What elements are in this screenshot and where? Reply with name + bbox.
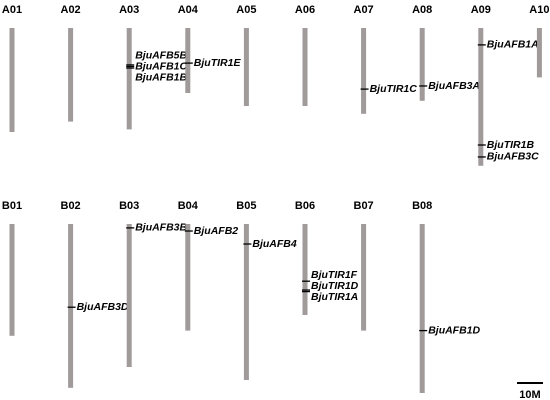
chromosome [126, 224, 132, 367]
gene-label: BjuAFB1A [487, 39, 539, 51]
chromosome-label: B06 [295, 200, 315, 212]
gene-label: BjuAFB3A [428, 80, 480, 92]
chromosome [9, 28, 15, 132]
chromosome-label: A08 [412, 4, 432, 16]
chromosome-label: B07 [354, 200, 374, 212]
chromosome-label: A10 [529, 4, 549, 16]
chromosome [361, 28, 367, 114]
gene-label: BjuAFB3D [77, 301, 129, 313]
chromosome-label: B05 [236, 200, 256, 212]
chromosome-label: A01 [2, 4, 22, 16]
chromosome [302, 28, 308, 106]
chromosome [302, 224, 308, 315]
chromosome [243, 224, 249, 380]
chromosome-label: A05 [236, 4, 256, 16]
chromosome [185, 224, 191, 331]
chromosome-label: B01 [2, 200, 22, 212]
gene-label: BjuTIR1C [370, 83, 418, 95]
chromosome-label: B08 [412, 200, 432, 212]
chromosome [68, 224, 74, 388]
gene-label: BjuTIR1A [311, 291, 358, 303]
chromosome-label: B03 [119, 200, 139, 212]
chromosome [243, 28, 249, 106]
chromosome-label: A09 [471, 4, 491, 16]
gene-label: BjuTIR1B [487, 139, 535, 151]
scale-label: 10M [519, 389, 540, 400]
chromosome-label: A03 [119, 4, 139, 16]
chromosome-label: A06 [295, 4, 315, 16]
gene-label: BjuTIR1F [311, 269, 358, 281]
chromosome [9, 224, 15, 336]
gene-label: BjuTIR1D [311, 280, 359, 292]
chromosome [126, 28, 132, 130]
gene-label: BjuAFB1B [135, 71, 187, 83]
chromosome [185, 28, 191, 93]
gene-label: BjuAFB5B [135, 49, 187, 61]
chromosome-label: B02 [61, 200, 81, 212]
gene-label: BjuAFB1D [428, 324, 480, 336]
chromosome [419, 224, 425, 393]
chromosome [361, 224, 367, 331]
chromosome [478, 28, 484, 166]
gene-label: BjuAFB3C [487, 151, 539, 163]
chromosome-label: A02 [61, 4, 81, 16]
chromosome [68, 28, 74, 122]
gene-label: BjuAFB2 [194, 225, 238, 237]
chromosome-label: B04 [178, 200, 199, 212]
gene-label: BjuAFB1C [135, 60, 187, 72]
chromosome-label: A07 [354, 4, 374, 16]
gene-label: BjuTIR1E [194, 57, 242, 69]
chromosome-label: A04 [178, 4, 199, 16]
gene-label: BjuAFB3B [135, 222, 187, 234]
gene-label: BjuAFB4 [252, 238, 296, 250]
chromosome [536, 28, 542, 78]
chromosome [419, 28, 425, 101]
